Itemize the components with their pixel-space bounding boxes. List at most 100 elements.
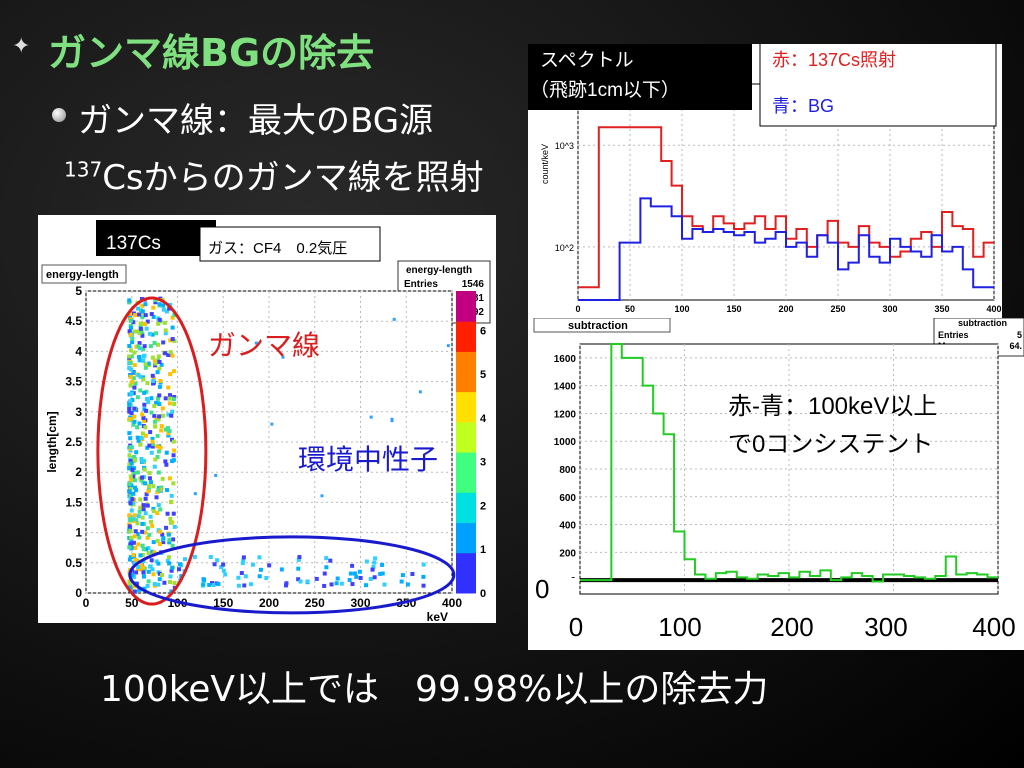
heatmap-cell: [163, 328, 168, 333]
heatmap-cell: [157, 302, 162, 307]
heatmap-cell: [127, 343, 132, 348]
heatmap-cell: [143, 365, 148, 370]
heatmap-cell: [155, 370, 160, 375]
heatmap-cell: [142, 390, 147, 395]
heatmap-cell: [371, 564, 376, 569]
heatmap-cell: [130, 379, 135, 384]
heatmap-cell: [150, 444, 155, 449]
heatmap-cell: [167, 476, 172, 481]
heatmap-cell: [334, 581, 339, 586]
heatmap-cell: [152, 550, 157, 555]
heatmap-cell: [168, 302, 173, 307]
heatmap-cell: [131, 376, 136, 381]
heatmap-cell: [350, 582, 355, 587]
heatmap-cell: [192, 554, 197, 559]
color-scale-cell: [456, 311, 476, 322]
heatmap-cell: [165, 511, 170, 516]
heatmap-cell: [134, 488, 139, 493]
heatmap-cell: [167, 540, 172, 545]
heatmap-cell: [136, 373, 141, 378]
heatmap-cell: [135, 531, 140, 536]
heatmap-cell: [167, 401, 172, 406]
heatmap-cell: [172, 448, 177, 453]
heatmap-cell: [166, 385, 171, 390]
heatmap-cell: [151, 314, 156, 319]
subtraction-title: subtraction: [568, 320, 628, 332]
y-tick-label: 1200: [554, 409, 577, 420]
heatmap-cell: [137, 358, 142, 363]
y-axis-label: length[cm]: [45, 411, 59, 472]
heatmap-cell: [142, 344, 147, 349]
heatmap-cell: [165, 488, 170, 493]
heatmap-cell: [166, 555, 171, 560]
heatmap-cell: [146, 546, 151, 551]
heatmap-cell: [284, 583, 289, 588]
heatmap-cell: [339, 581, 344, 586]
x-tick-label: 0: [575, 304, 580, 314]
heatmap-cell: [133, 313, 138, 318]
heatmap-cell: [145, 535, 150, 540]
heatmap-cell: [146, 361, 151, 366]
heatmap-cell: [147, 484, 152, 489]
heatmap-cell: [153, 331, 158, 336]
heatmap-cell: [132, 589, 137, 594]
big-x-label: 0: [569, 612, 583, 642]
heatmap-cell: [143, 496, 148, 501]
y-tick-label: 1400: [554, 382, 577, 393]
heatmap-cell: [153, 424, 158, 429]
heatmap-cell: [158, 378, 163, 383]
heatmap-cell: [136, 438, 141, 443]
heatmap-cell: [167, 306, 172, 311]
heatmap-cell: [382, 582, 387, 587]
heatmap-cell: [129, 325, 134, 330]
heatmap-cell: [171, 537, 176, 542]
heatmap-cell: [138, 388, 143, 393]
heatmap-cell: [169, 499, 174, 504]
heatmap-cell: [135, 435, 140, 440]
heatmap-cell: [148, 519, 153, 524]
heatmap-cell: [156, 470, 161, 475]
heatmap-cell: [131, 422, 136, 427]
heatmap-cell: [177, 562, 182, 567]
heatmap-cell: [215, 558, 220, 563]
heatmap-cell: [132, 329, 137, 334]
heatmap-cell: [140, 333, 145, 338]
x-tick-label: 300: [882, 304, 897, 314]
heatmap-cell: [164, 309, 169, 314]
heatmap-cell: [140, 521, 145, 526]
heatmap-cell: [392, 317, 396, 321]
source-tab-bg: [96, 220, 216, 256]
heatmap-cell: [372, 575, 377, 580]
heatmap-cell: [168, 580, 173, 585]
heatmap-cell: [281, 355, 285, 359]
heatmap-cell: [129, 545, 134, 550]
heatmap-cell: [127, 482, 132, 487]
heatmap-cell: [156, 354, 161, 359]
heatmap-cell: [127, 581, 132, 586]
heatmap-cell: [143, 547, 148, 552]
heatmap-cell: [138, 326, 143, 331]
heatmap-cell: [162, 580, 167, 585]
heatmap-cell: [128, 417, 133, 422]
heatmap-cell: [131, 474, 136, 479]
heatmap-cell: [170, 459, 175, 464]
heatmap-cell: [151, 506, 156, 511]
gamma-annotation: ガンマ線: [208, 330, 320, 361]
heatmap-cell: [139, 475, 144, 480]
heatmap-cell: [164, 450, 169, 455]
heatmap-cell: [158, 507, 163, 512]
heatmap-cell: [130, 497, 135, 502]
heatmap-cell: [150, 355, 155, 360]
heatmap-cell: [152, 340, 157, 345]
color-scale-cell: [456, 502, 476, 513]
heatmap-cell: [150, 373, 155, 378]
subtraction-svg: subtraction subtraction Entries5Mean64. …: [528, 317, 1024, 650]
heatmap-cell: [142, 402, 147, 407]
color-scale-label: 0: [480, 588, 486, 600]
heatmap-cell: [138, 442, 143, 447]
heatmap-cell: [155, 454, 160, 459]
color-scale-cell: [456, 522, 476, 534]
heatmap-cell: [169, 493, 174, 498]
heatmap-cell: [163, 331, 168, 336]
heatmap-cell: [157, 359, 162, 364]
